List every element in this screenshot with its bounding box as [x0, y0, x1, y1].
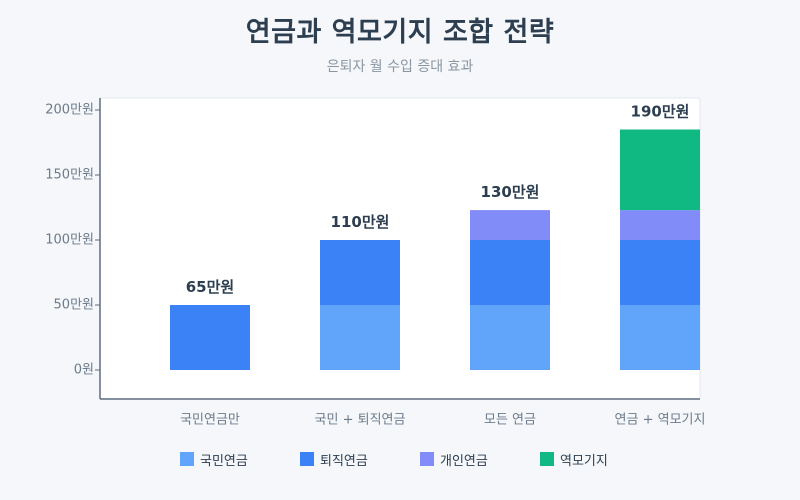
y-tick-label: 200만원	[45, 103, 94, 118]
chart-title: 연금과 역모기지 조합 전략	[245, 17, 555, 48]
bar-group	[170, 129, 700, 370]
legend-label: 국민연금	[200, 453, 248, 469]
bar-total-label: 110만원	[331, 213, 390, 231]
legend-item: 역모기지	[540, 449, 608, 469]
bar-segment	[320, 305, 400, 370]
bar-segment	[470, 210, 550, 240]
legend-swatch	[540, 452, 554, 466]
y-tick-label: 100만원	[45, 233, 94, 248]
x-axis-labels: 국민연금만 국민 + 퇴직연금 모든 연금 연금 + 역모기지	[180, 413, 705, 428]
bar-total-label: 190만원	[631, 103, 690, 121]
bar-segment	[620, 240, 700, 305]
legend-label: 개인연금	[440, 453, 488, 469]
y-axis-ticks: 0원 50만원 100만원 150만원 200만원	[45, 103, 100, 378]
legend-swatch	[420, 452, 434, 466]
bar-total-label: 130만원	[481, 183, 540, 201]
bar-total-label: 65만원	[186, 278, 234, 296]
bar-segment	[470, 305, 550, 370]
legend-item: 퇴직연금	[300, 449, 368, 469]
bar-segment	[620, 305, 700, 370]
legend-swatch	[180, 452, 194, 466]
x-tick-label: 연금 + 역모기지	[615, 413, 706, 428]
bar-segment	[320, 240, 400, 305]
chart-plot: 0원 50만원 100만원 150만원 200만원 65만원 110만원 130만원 190만…	[45, 97, 705, 428]
legend-item: 국민연금	[180, 449, 248, 469]
bar-segment	[470, 240, 550, 305]
x-tick-label: 국민연금만	[180, 413, 240, 428]
legend-item: 개인연금	[420, 449, 488, 469]
bar-segment	[620, 210, 700, 240]
legend-label: 역모기지	[560, 453, 608, 469]
bar-segment	[170, 305, 250, 370]
legend: 국민연금 퇴직연금 개인연금 역모기지	[0, 449, 800, 469]
bar-segment	[620, 129, 700, 211]
x-tick-label: 모든 연금	[484, 413, 536, 428]
y-tick-label: 150만원	[45, 168, 94, 183]
x-tick-label: 국민 + 퇴직연금	[315, 413, 406, 428]
total-labels: 65만원 110만원 130만원 190만원	[186, 103, 690, 297]
legend-swatch	[300, 452, 314, 466]
y-tick-label: 50만원	[54, 298, 94, 313]
chart-subtitle: 은퇴자 월 수입 증대 효과	[326, 59, 474, 75]
legend-label: 퇴직연금	[320, 453, 368, 469]
y-tick-label: 0원	[74, 363, 94, 378]
